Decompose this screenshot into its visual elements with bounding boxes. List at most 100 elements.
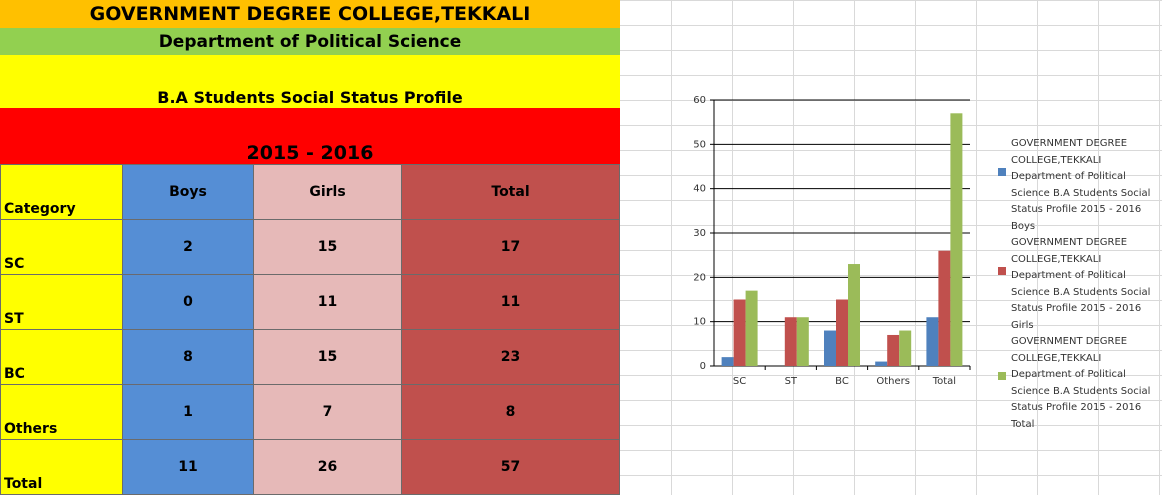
legend-label-girls: GOVERNMENT DEGREE COLLEGE,TEKKALI Depart… [1011, 237, 1151, 331]
header-boys-cell[interactable]: Boys [122, 164, 254, 220]
y-tick-label: 10 [693, 317, 706, 328]
legend-swatch-girls [998, 267, 1006, 275]
college-title-cell[interactable]: GOVERNMENT DEGREE COLLEGE,TEKKALI [0, 0, 620, 28]
table-row: Others 1 7 8 [0, 384, 620, 440]
total-value: 8 [505, 404, 516, 420]
spreadsheet-table-area: GOVERNMENT DEGREE COLLEGE,TEKKALI Depart… [0, 0, 620, 495]
bar [926, 317, 939, 366]
bar [836, 299, 848, 366]
boys-value: 11 [178, 459, 198, 475]
boys-value: 0 [183, 294, 193, 310]
legend-item-girls: GOVERNMENT DEGREE COLLEGE,TEKKALI Depart… [998, 235, 1158, 334]
legend-item-total: GOVERNMENT DEGREE COLLEGE,TEKKALI Depart… [998, 334, 1158, 433]
total-value: 57 [500, 459, 521, 475]
year-cell[interactable]: 2015 - 2016 [0, 108, 620, 164]
header-girls-cell[interactable]: Girls [253, 164, 402, 220]
category-label: ST [4, 311, 24, 327]
category-cell[interactable]: ST [0, 274, 123, 330]
bar [848, 264, 860, 366]
bar [784, 317, 797, 366]
bar-chart[interactable]: 0 10 20 30 40 50 60 SC ST BC Others Total [680, 88, 1162, 388]
header-total-cell[interactable]: Total [401, 164, 620, 220]
bar [875, 361, 888, 366]
bar [938, 250, 951, 366]
bar [887, 334, 900, 366]
girls-value: 15 [317, 239, 338, 255]
boys-cell[interactable]: 1 [122, 384, 254, 440]
x-tick-label: ST [785, 376, 798, 387]
table-header-row: Category Boys Girls Total [0, 164, 620, 220]
boys-cell[interactable]: 11 [122, 439, 254, 495]
legend-swatch-total [998, 372, 1006, 380]
boys-value: 8 [183, 349, 193, 365]
category-cell[interactable]: BC [0, 329, 123, 385]
total-value: 11 [500, 294, 521, 310]
boys-value: 2 [183, 239, 193, 255]
year-title: 2015 - 2016 [246, 142, 374, 164]
category-label: Total [4, 476, 43, 492]
boys-cell[interactable]: 8 [122, 329, 254, 385]
girls-cell[interactable]: 26 [253, 439, 402, 495]
girls-cell[interactable]: 7 [253, 384, 402, 440]
status-table: Category Boys Girls Total SC 2 15 17 ST … [0, 164, 620, 495]
girls-cell[interactable]: 15 [253, 329, 402, 385]
bar [721, 357, 734, 366]
department-title: Department of Political Science [158, 31, 462, 52]
y-tick-label: 60 [693, 95, 706, 106]
table-row: SC 2 15 17 [0, 219, 620, 275]
x-tick-label: Others [876, 376, 910, 387]
bar [899, 330, 912, 366]
boys-cell[interactable]: 0 [122, 274, 254, 330]
y-tick-label: 50 [693, 139, 706, 150]
y-tick-label: 30 [693, 228, 706, 239]
girls-value: 11 [317, 294, 338, 310]
bar [733, 299, 746, 366]
total-cell[interactable]: 11 [401, 274, 620, 330]
category-label: SC [4, 256, 25, 272]
category-label: Others [4, 421, 58, 437]
boys-cell[interactable]: 2 [122, 219, 254, 275]
header-total: Total [491, 184, 530, 200]
total-cell[interactable]: 8 [401, 384, 620, 440]
legend-swatch-boys [998, 168, 1006, 176]
legend-label-boys: GOVERNMENT DEGREE COLLEGE,TEKKALI Depart… [1011, 138, 1151, 232]
y-tick-label: 0 [700, 361, 706, 372]
college-title: GOVERNMENT DEGREE COLLEGE,TEKKALI [89, 3, 531, 25]
profile-cell[interactable]: B.A Students Social Status Profile [0, 55, 620, 108]
category-cell[interactable]: Total [0, 439, 123, 495]
y-tick-label: 40 [693, 184, 706, 195]
chart-legend[interactable]: GOVERNMENT DEGREE COLLEGE,TEKKALI Depart… [998, 136, 1158, 433]
category-cell[interactable]: SC [0, 219, 123, 275]
legend-item-boys: GOVERNMENT DEGREE COLLEGE,TEKKALI Depart… [998, 136, 1158, 235]
total-cell[interactable]: 17 [401, 219, 620, 275]
bar [796, 317, 809, 366]
profile-title: B.A Students Social Status Profile [157, 88, 463, 107]
y-tick-label: 20 [693, 272, 706, 283]
category-label: BC [4, 366, 25, 382]
total-value: 17 [500, 239, 521, 255]
total-cell[interactable]: 57 [401, 439, 620, 495]
category-cell[interactable]: Others [0, 384, 123, 440]
table-row: ST 0 11 11 [0, 274, 620, 330]
girls-value: 15 [317, 349, 338, 365]
x-tick-label: BC [835, 376, 849, 387]
girls-cell[interactable]: 11 [253, 274, 402, 330]
header-girls: Girls [309, 184, 346, 200]
table-row: Total 11 26 57 [0, 439, 620, 495]
department-cell[interactable]: Department of Political Science [0, 28, 620, 55]
total-cell[interactable]: 23 [401, 329, 620, 385]
header-boys: Boys [169, 184, 207, 200]
bar [950, 113, 963, 366]
x-tick-label: Total [932, 376, 956, 387]
table-row: BC 8 15 23 [0, 329, 620, 385]
header-category: Category [4, 201, 76, 217]
header-category-cell[interactable]: Category [0, 164, 123, 220]
girls-value: 26 [317, 459, 338, 475]
total-value: 23 [500, 349, 521, 365]
bar [745, 290, 758, 366]
girls-value: 7 [322, 404, 333, 420]
girls-cell[interactable]: 15 [253, 219, 402, 275]
bar [824, 330, 836, 366]
bar-chart-svg: 0 10 20 30 40 50 60 SC ST BC Others Total [693, 95, 971, 387]
boys-value: 1 [183, 404, 193, 420]
